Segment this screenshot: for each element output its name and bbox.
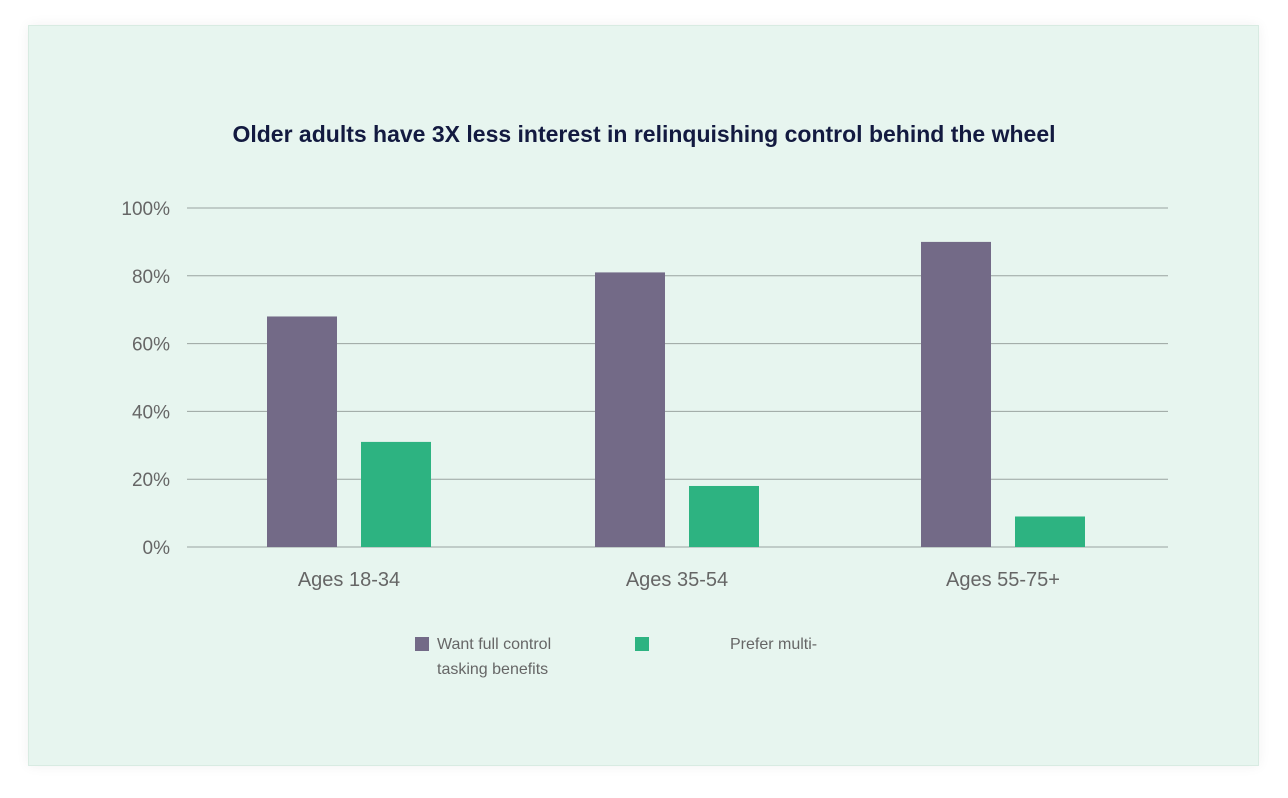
- bar-prefer-multitasking-3: [1015, 516, 1085, 547]
- bar-want-full-control-2: [595, 272, 665, 547]
- y-tick-label: 20%: [132, 470, 170, 491]
- legend-label-prefer-multitasking-line1: Prefer multi-: [730, 636, 818, 653]
- x-tick-label: Ages 35-54: [626, 569, 728, 591]
- x-tick-label: Ages 55-75+: [946, 569, 1060, 591]
- y-tick-label: 40%: [132, 402, 170, 423]
- chart-title: Older adults have 3X less interest in re…: [232, 121, 1056, 147]
- y-tick-label: 80%: [132, 267, 170, 288]
- legend-label-prefer-multitasking-line2: tasking benefits: [437, 661, 549, 678]
- bar-prefer-multitasking-1: [361, 441, 431, 547]
- x-axis-tick-labels: Ages 18-34 Ages 35-54 Ages 55-75+: [298, 569, 1060, 591]
- y-axis-tick-labels: 0% 20% 40% 60% 80% 100%: [121, 199, 170, 559]
- y-tick-label: 100%: [121, 199, 170, 220]
- y-tick-label: 0%: [143, 538, 171, 559]
- legend-label-want-full-control: Want full control: [437, 636, 552, 653]
- bars: [267, 241, 1085, 547]
- legend-swatch-prefer-multitasking: [635, 637, 649, 651]
- legend-swatch-want-full-control: [415, 637, 429, 651]
- gridlines: [187, 207, 1168, 548]
- x-tick-label: Ages 18-34: [298, 569, 400, 591]
- bar-want-full-control-1: [267, 316, 337, 547]
- bar-prefer-multitasking-2: [689, 485, 759, 547]
- y-tick-label: 60%: [132, 335, 170, 356]
- bar-want-full-control-3: [921, 241, 991, 547]
